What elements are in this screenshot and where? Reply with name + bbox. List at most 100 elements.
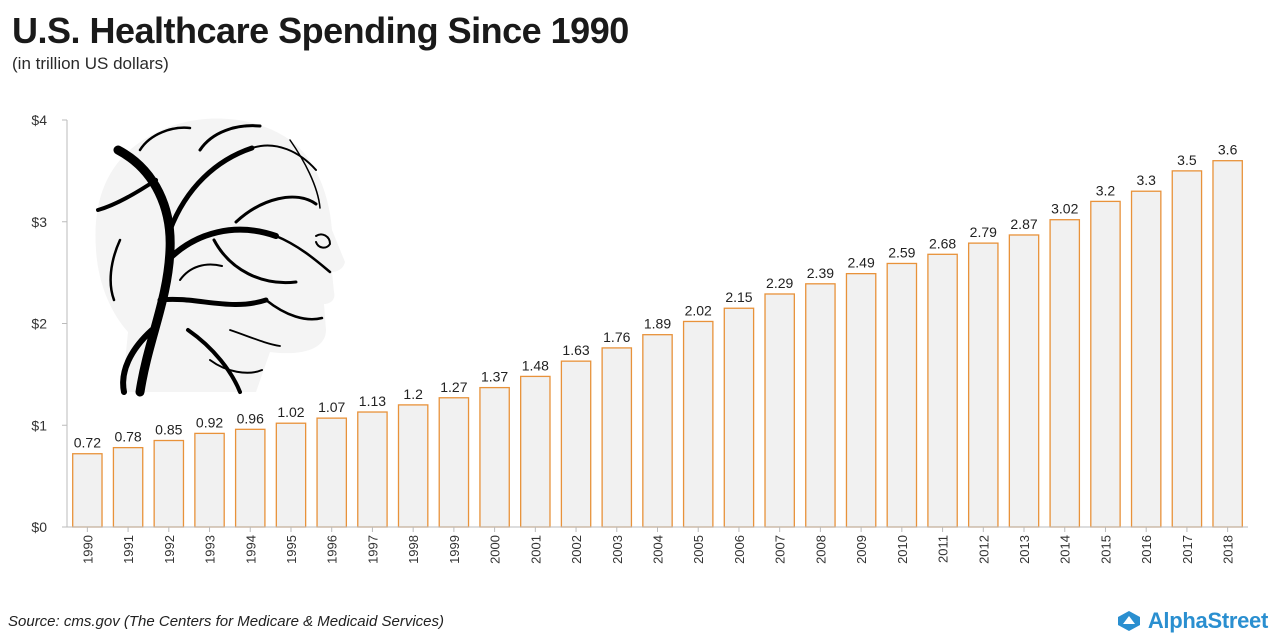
x-tick-label-1999: 1999 [447, 535, 462, 564]
data-label-2006: 2.15 [725, 289, 752, 305]
brand-name: AlphaStreet [1147, 608, 1268, 633]
data-label-1991: 0.78 [114, 429, 141, 445]
bar-2001 [520, 375, 551, 528]
bar-2011 [927, 253, 958, 528]
bar-2000 [479, 386, 510, 528]
bar-2018 [1212, 160, 1243, 528]
data-label-1994: 0.96 [237, 410, 264, 426]
x-tick-label-1992: 1992 [162, 535, 177, 564]
data-label-2004: 1.89 [644, 316, 671, 332]
x-tick-label-2012: 2012 [976, 535, 991, 564]
y-tick-label: $2 [31, 316, 47, 332]
data-label-2011: 2.68 [929, 235, 956, 251]
x-tick-label-2014: 2014 [1058, 535, 1073, 564]
x-tick-label-2017: 2017 [1180, 535, 1195, 564]
bar-1991 [112, 446, 144, 528]
x-tick-label-2000: 2000 [488, 535, 503, 564]
x-tick-label-1997: 1997 [365, 535, 380, 564]
x-axis: 1990 1991 1992 1993 1994 1995 1996 1997 1998 1999… [67, 526, 1248, 564]
x-tick-label-2018: 2018 [1221, 535, 1236, 564]
bar-2004 [642, 334, 673, 528]
bar-1997 [357, 411, 388, 528]
x-tick-label-2013: 2013 [1017, 535, 1032, 564]
data-label-2003: 1.76 [603, 329, 630, 345]
x-tick-label-1995: 1995 [284, 535, 299, 564]
data-label-2014: 3.02 [1051, 201, 1078, 217]
data-label-1997: 1.13 [359, 393, 386, 409]
data-label-2005: 2.02 [685, 302, 712, 318]
x-tick-label-1998: 1998 [406, 535, 421, 564]
data-label-1990: 0.72 [74, 435, 101, 451]
bar-2014 [1049, 219, 1081, 528]
data-label-2010: 2.59 [888, 244, 915, 260]
x-tick-label-2008: 2008 [813, 535, 828, 564]
x-tick-label-2006: 2006 [732, 535, 747, 564]
data-label-2007: 2.29 [766, 275, 793, 291]
alphastreet-logo-icon [1117, 611, 1140, 631]
x-tick-label-2015: 2015 [1098, 535, 1113, 564]
x-tick-label-2004: 2004 [651, 535, 666, 564]
y-axis: $0 $1 $2 $3 $4 [31, 112, 68, 535]
bar-1999 [438, 397, 470, 528]
bar-1996 [316, 417, 348, 528]
data-label-2016: 3.3 [1136, 172, 1156, 188]
x-tick-label-2003: 2003 [610, 535, 625, 564]
bar-2013 [1008, 234, 1040, 528]
x-tick-label-1994: 1994 [243, 535, 258, 564]
bar-2009 [845, 272, 877, 528]
bar-2016 [1130, 190, 1162, 528]
data-label-2000: 1.37 [481, 369, 508, 385]
chart-title: U.S. Healthcare Spending Since 1990 [12, 10, 629, 51]
source-note: Source: cms.gov (The Centers for Medicar… [8, 613, 444, 630]
x-tick-label-2007: 2007 [773, 535, 788, 564]
x-tick-label-1993: 1993 [203, 535, 218, 564]
bar-2010 [886, 262, 918, 528]
x-tick-label-2010: 2010 [895, 535, 910, 564]
head-silhouette-neurons-icon [95, 118, 345, 397]
bar-2006 [723, 307, 755, 528]
bar-1990 [72, 453, 103, 528]
bar-1993 [194, 432, 225, 528]
data-label-1992: 0.85 [155, 422, 182, 438]
x-tick-label-1991: 1991 [121, 535, 136, 564]
x-tick-label-2005: 2005 [691, 535, 706, 564]
data-label-1998: 1.2 [403, 386, 423, 402]
x-tick-label-2016: 2016 [1139, 535, 1154, 564]
chart-subtitle: (in trillion US dollars) [12, 54, 169, 73]
data-label-2013: 2.87 [1010, 216, 1037, 232]
y-tick-label: $0 [31, 519, 47, 535]
data-label-2001: 1.48 [522, 357, 549, 373]
y-tick-label: $4 [31, 112, 47, 128]
bar-2005 [682, 320, 714, 528]
bar-2008 [805, 283, 836, 528]
x-tick-label-2002: 2002 [569, 535, 584, 564]
data-label-2002: 1.63 [562, 342, 589, 358]
data-label-2017: 3.5 [1177, 152, 1197, 168]
data-label-2018: 3.6 [1218, 142, 1238, 158]
data-label-1996: 1.07 [318, 399, 345, 415]
bar-2017 [1171, 170, 1203, 528]
bar-2007 [764, 293, 795, 528]
bar-2002 [560, 360, 592, 528]
bar-2012 [967, 242, 999, 528]
bar-1992 [153, 439, 185, 528]
x-tick-label-2011: 2011 [936, 535, 951, 563]
bar-1998 [397, 404, 429, 528]
data-label-1999: 1.27 [440, 379, 467, 395]
data-label-1993: 0.92 [196, 414, 223, 430]
bar-1994 [234, 428, 266, 528]
bar-1995 [275, 422, 307, 528]
y-tick-label: $3 [31, 214, 47, 230]
x-tick-label-1990: 1990 [80, 535, 95, 564]
y-tick-label: $1 [31, 417, 47, 433]
bars-group: 0.72 0.78 0.85 0.92 0.96 1.02 1.07 1.13 1.2 1.27 1… [72, 142, 1243, 528]
bar-2003 [601, 347, 633, 528]
bar-2015 [1090, 200, 1121, 528]
x-tick-label-2009: 2009 [854, 535, 869, 564]
x-tick-label-1996: 1996 [325, 535, 340, 564]
data-label-2012: 2.79 [970, 224, 997, 240]
brand-logo[interactable]: AlphaStreet [1116, 608, 1268, 634]
data-label-2008: 2.39 [807, 265, 834, 281]
data-label-2015: 3.2 [1096, 182, 1116, 198]
